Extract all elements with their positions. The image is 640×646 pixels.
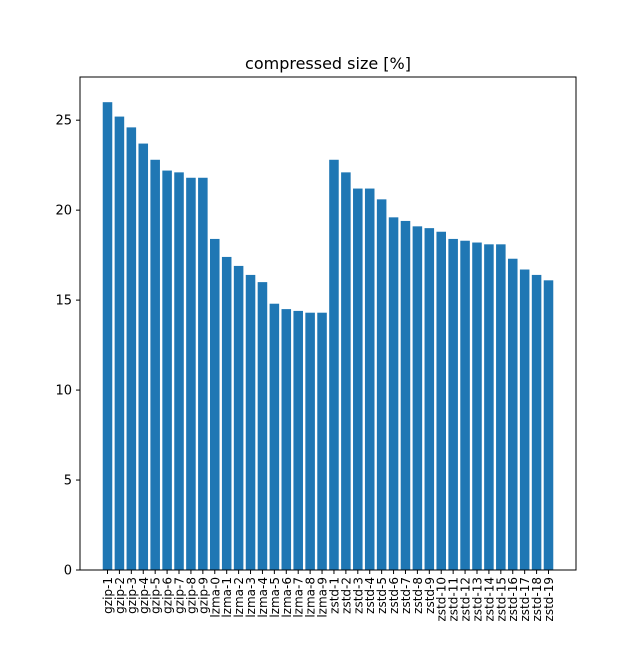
bar-gzip-9 <box>198 177 208 570</box>
x-tick-label: zstd-2 <box>339 577 353 614</box>
x-tick-label: zstd-15 <box>494 577 508 621</box>
bar-zstd-10 <box>436 231 446 571</box>
bar-lzma-0 <box>210 238 220 570</box>
x-tick-label: zstd-9 <box>423 577 437 614</box>
bar-gzip-4 <box>138 143 149 570</box>
bar-zstd-17 <box>519 269 530 570</box>
y-tick-label: 5 <box>64 474 72 489</box>
bar-lzma-1 <box>221 256 232 570</box>
x-axis: gzip-1gzip-2gzip-3gzip-4gzip-5gzip-6gzip… <box>101 570 556 621</box>
x-tick-label: zstd-14 <box>482 577 496 621</box>
x-tick-label: gzip-5 <box>149 577 163 614</box>
bar-gzip-3 <box>126 127 137 570</box>
x-tick-label: zstd-18 <box>530 577 544 621</box>
x-tick-label: lzma-3 <box>244 577 258 618</box>
x-tick-label: lzma-0 <box>208 577 222 618</box>
x-tick-label: zstd-8 <box>411 577 425 614</box>
x-tick-label: zstd-4 <box>363 577 377 614</box>
bar-lzma-8 <box>305 312 315 570</box>
bars-group <box>102 102 554 571</box>
y-tick-label: 10 <box>55 384 72 399</box>
bar-zstd-14 <box>484 244 494 570</box>
y-tick-label: 20 <box>55 204 72 219</box>
x-tick-label: gzip-7 <box>173 577 187 614</box>
bar-zstd-3 <box>353 188 363 571</box>
y-tick-label: 0 <box>64 564 72 579</box>
bar-lzma-3 <box>245 274 256 570</box>
bar-lzma-7 <box>293 310 303 570</box>
bar-zstd-4 <box>364 188 375 571</box>
x-tick-label: zstd-16 <box>506 577 520 621</box>
y-axis: 0 5 10 15 20 25 <box>55 114 80 579</box>
x-tick-label: zstd-12 <box>459 577 473 621</box>
bar-gzip-1 <box>102 102 113 570</box>
x-tick-label: gzip-8 <box>184 577 198 614</box>
bar-gzip-6 <box>162 170 172 570</box>
bar-zstd-11 <box>448 238 458 570</box>
bar-zstd-19 <box>543 280 554 570</box>
x-tick-label: zstd-7 <box>399 577 413 614</box>
x-tick-label: gzip-3 <box>125 577 139 614</box>
x-tick-label: lzma-6 <box>280 577 294 618</box>
bar-gzip-5 <box>150 159 160 570</box>
x-tick-label: gzip-1 <box>101 577 115 614</box>
y-tick-label: 25 <box>55 114 72 129</box>
y-tick-label: 15 <box>55 294 72 309</box>
bar-zstd-7 <box>400 220 411 570</box>
x-tick-label: lzma-8 <box>304 577 318 618</box>
x-tick-label: zstd-17 <box>518 577 532 621</box>
bar-gzip-2 <box>114 116 125 570</box>
bar-gzip-7 <box>174 172 184 571</box>
x-tick-label: lzma-1 <box>220 577 234 618</box>
x-tick-label: zstd-10 <box>435 577 449 621</box>
bar-zstd-15 <box>496 244 506 570</box>
x-tick-label: lzma-9 <box>316 577 330 618</box>
bar-zstd-8 <box>412 226 423 570</box>
bar-lzma-5 <box>269 303 280 570</box>
x-tick-label: zstd-6 <box>387 577 401 614</box>
x-tick-label: lzma-5 <box>268 577 282 618</box>
bar-zstd-6 <box>388 217 399 570</box>
x-tick-label: gzip-2 <box>113 577 127 614</box>
bar-zstd-18 <box>531 274 542 570</box>
bar-lzma-4 <box>257 282 268 570</box>
bar-zstd-16 <box>507 258 518 570</box>
bar-zstd-1 <box>329 159 339 570</box>
bar-lzma-2 <box>233 265 244 570</box>
x-tick-label: zstd-11 <box>447 577 461 621</box>
bar-zstd-5 <box>376 199 387 570</box>
x-tick-label: zstd-5 <box>375 577 389 614</box>
x-tick-label: zstd-3 <box>351 577 365 614</box>
x-tick-label: zstd-19 <box>542 577 556 621</box>
x-tick-label: zstd-13 <box>470 577 484 621</box>
x-tick-label: lzma-4 <box>256 577 270 618</box>
x-tick-label: gzip-6 <box>161 577 175 614</box>
bar-gzip-8 <box>186 177 196 570</box>
x-tick-label: lzma-2 <box>232 577 246 618</box>
bar-zstd-2 <box>341 172 351 571</box>
bar-zstd-12 <box>460 240 470 571</box>
x-tick-label: gzip-4 <box>137 577 151 614</box>
x-tick-label: gzip-9 <box>196 577 210 614</box>
bar-zstd-13 <box>472 242 482 570</box>
bar-lzma-6 <box>281 309 292 570</box>
x-tick-label: zstd-1 <box>327 577 341 614</box>
bar-zstd-9 <box>424 228 435 570</box>
bar-lzma-9 <box>317 312 327 570</box>
chart-title: compressed size [%] <box>245 54 411 73</box>
plot-frame <box>79 76 577 571</box>
x-tick-label: lzma-7 <box>292 577 306 618</box>
